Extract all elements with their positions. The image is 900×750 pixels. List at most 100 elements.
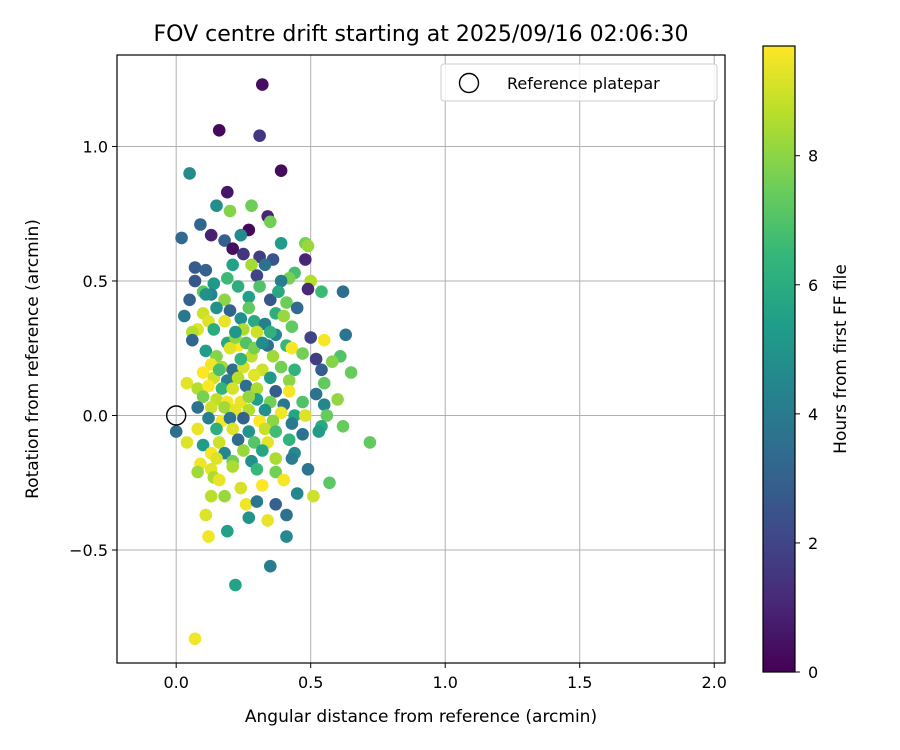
data-point: [290, 301, 304, 315]
data-point: [169, 425, 183, 438]
y-axis-ticks: −0.5 0.0 0.5 1.0: [69, 137, 117, 560]
data-point: [344, 366, 358, 379]
grid: [117, 55, 725, 663]
data-point: [258, 422, 272, 436]
legend-label-reference: Reference platepar: [507, 74, 660, 93]
data-point: [234, 312, 248, 325]
data-point: [210, 452, 223, 465]
data-point: [304, 331, 318, 344]
chart-title: FOV centre drift starting at 2025/09/16 …: [154, 22, 689, 47]
x-tick-label: 1.0: [432, 673, 457, 692]
data-point: [234, 481, 248, 495]
data-point: [255, 444, 269, 457]
data-point: [277, 473, 291, 487]
data-point: [288, 363, 301, 377]
legend-marker-reference: [458, 72, 480, 94]
data-point: [239, 498, 253, 511]
data-point: [218, 401, 231, 414]
data-point: [320, 409, 334, 422]
data-point: [191, 465, 204, 479]
legend: Reference platepar: [440, 63, 718, 102]
data-point: [285, 341, 299, 355]
data-point: [325, 355, 339, 369]
data-point: [309, 352, 323, 366]
colorbar-label: Hours from first FF file: [831, 264, 851, 454]
data-point: [223, 304, 237, 317]
data-point: [264, 559, 277, 573]
data-point: [210, 301, 223, 315]
data-point: [272, 285, 285, 299]
data-point: [255, 479, 269, 492]
x-axis-ticks: 0.0 0.5 1.0 1.5 2.0: [163, 663, 727, 692]
x-tick-label: 1.5: [567, 673, 592, 692]
data-point: [282, 374, 296, 387]
data-point: [212, 124, 226, 137]
data-point: [237, 247, 250, 261]
data-point: [299, 253, 312, 266]
data-point: [277, 309, 291, 323]
data-point: [212, 436, 226, 449]
x-tick-label: 0.5: [298, 673, 323, 692]
data-point: [231, 433, 245, 447]
data-point: [266, 350, 280, 363]
data-point: [212, 363, 226, 377]
data-point: [250, 382, 264, 395]
data-point: [229, 578, 242, 592]
data-point: [290, 487, 304, 500]
data-point: [218, 315, 231, 328]
data-point: [299, 409, 312, 422]
data-point: [269, 425, 283, 438]
data-point: [269, 498, 283, 511]
data-point: [315, 285, 328, 299]
data-point: [307, 489, 320, 503]
data-point: [183, 167, 196, 180]
data-point: [226, 258, 239, 272]
data-point: [221, 524, 234, 538]
data-point: [223, 341, 237, 355]
data-point: [188, 274, 202, 288]
data-point: [242, 425, 256, 438]
data-point: [274, 164, 288, 177]
data-point: [280, 296, 293, 309]
data-point: [301, 282, 315, 296]
data-point: [315, 363, 328, 377]
data-point: [210, 422, 223, 436]
y-tick-label: 0.5: [83, 272, 108, 291]
data-point: [215, 382, 229, 395]
data-point: [247, 315, 261, 328]
data-point: [229, 325, 242, 339]
data-point: [218, 489, 231, 503]
colorbar: 0 2 4 6 8 Hours from first FF file: [762, 45, 851, 682]
data-point: [234, 352, 248, 366]
data-point: [269, 385, 283, 398]
data-point: [253, 129, 266, 142]
y-tick-label: 0.0: [83, 406, 108, 425]
reference-layer: [165, 405, 187, 426]
data-point: [296, 347, 309, 360]
colorbar-tick-label: 0: [808, 663, 818, 682]
data-point: [202, 379, 215, 393]
data-point: [180, 436, 194, 449]
colorbar-tick-label: 8: [808, 147, 818, 166]
data-point: [296, 428, 309, 441]
data-point: [282, 433, 296, 447]
data-point: [178, 309, 191, 323]
data-point: [317, 333, 331, 347]
data-point: [245, 199, 258, 212]
data-point: [194, 218, 207, 231]
data-point: [255, 336, 269, 350]
data-point: [237, 444, 250, 457]
data-point: [309, 387, 323, 401]
data-point: [296, 395, 309, 409]
y-axis-label: Rotation from reference (arcmin): [23, 219, 43, 499]
data-point: [285, 452, 299, 465]
data-point: [301, 239, 315, 253]
data-point: [202, 411, 215, 425]
data-point: [196, 438, 210, 452]
data-point: [212, 473, 226, 487]
data-point: [264, 293, 277, 307]
data-point: [317, 398, 331, 412]
data-point: [258, 258, 272, 272]
data-point: [204, 401, 218, 414]
